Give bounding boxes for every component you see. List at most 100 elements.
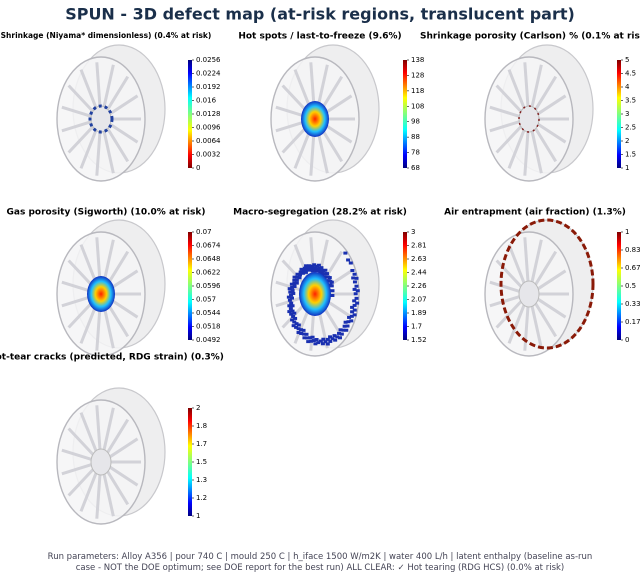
- risk-region: [290, 304, 295, 308]
- colorbar-tick-label: 108: [411, 102, 424, 110]
- colorbar-tick-label: 1: [625, 164, 629, 172]
- wheel-spoke: [523, 62, 530, 110]
- colorbar-tick-label: 128: [411, 71, 424, 79]
- colorbar-tick-label: 1.89: [411, 309, 427, 317]
- colorbar: [403, 232, 407, 340]
- risk-region: [292, 285, 297, 289]
- wheel-spoke: [495, 84, 524, 115]
- wheel-spoke: [67, 466, 96, 497]
- risk-region: [337, 331, 342, 335]
- wheel: [270, 44, 380, 182]
- panel-title: Shrinkage (Niyama* dimensionless) (0.4% …: [1, 31, 212, 40]
- wheel-spoke: [535, 269, 567, 292]
- risk-region: [352, 308, 357, 312]
- colorbar: [188, 60, 192, 168]
- colorbar-tick-label: 1.7: [196, 440, 207, 448]
- risk-region: [353, 292, 358, 296]
- risk-region: [292, 281, 297, 285]
- wheel-spoke: [489, 280, 522, 294]
- risk-region: [290, 285, 295, 289]
- risk-region: [352, 280, 357, 284]
- wheel-spoke: [535, 94, 567, 117]
- colorbar-tick-label: 4: [625, 83, 630, 91]
- risk-region: [328, 283, 333, 287]
- colorbar-tick-label: 98: [411, 118, 420, 126]
- risk-region: [290, 289, 295, 293]
- risk-region: [289, 301, 294, 305]
- risk-region: [299, 331, 304, 335]
- risk-region: [287, 298, 292, 302]
- risk-region: [354, 296, 359, 300]
- wheel-spoke: [107, 121, 139, 144]
- colorbar: [403, 60, 407, 168]
- risk-region: [291, 324, 296, 328]
- risk-region: [349, 319, 354, 323]
- colorbar-tick-label: 0.83: [625, 246, 640, 254]
- colorbar-tick-label: 0.0224: [196, 70, 221, 78]
- risk-region: [290, 318, 295, 322]
- risk-region: [518, 105, 540, 133]
- risk-region: [295, 272, 300, 276]
- risk-region: [293, 316, 298, 320]
- risk-region: [350, 310, 355, 314]
- risk-region: [88, 104, 114, 134]
- wheel-spoke: [107, 437, 139, 460]
- colorbar-tick-label: 0.0622: [196, 269, 221, 277]
- risk-region: [333, 338, 338, 342]
- risk-region: [355, 301, 360, 305]
- risk-region: [301, 101, 329, 137]
- wheel-spoke: [533, 125, 558, 163]
- risk-region: [296, 327, 301, 331]
- risk-region: [294, 281, 299, 285]
- colorbar-tick-label: 0.33: [625, 300, 640, 308]
- colorbar-tick-label: 1.3: [196, 476, 207, 484]
- colorbar-tick-label: 2.07: [411, 296, 427, 304]
- panel-title: Hot spots / last-to-freeze (9.6%): [238, 32, 401, 42]
- risk-region: [87, 276, 115, 312]
- wheel-spoke: [530, 239, 543, 285]
- risk-region: [328, 339, 333, 343]
- risk-region: [311, 267, 316, 271]
- wheel-spoke: [535, 121, 567, 144]
- risk-region: [351, 276, 356, 280]
- risk-region: [294, 322, 299, 326]
- colorbar-tick-label: 0.67: [625, 264, 640, 272]
- risk-region: [297, 273, 302, 277]
- wheel: [56, 387, 166, 525]
- colorbar-tick-label: 1.8: [196, 422, 207, 430]
- wheel-spoke: [489, 294, 522, 308]
- panel-title: Shrinkage porosity (Carlson) % (0.1% at …: [420, 32, 640, 42]
- risk-region: [338, 336, 343, 340]
- risk-region: [289, 293, 294, 297]
- wheel-hub: [90, 105, 112, 133]
- risk-region: [309, 266, 314, 270]
- risk-region: [352, 299, 357, 303]
- risk-region: [292, 278, 297, 282]
- risk-region: [326, 279, 331, 283]
- risk-region: [288, 290, 293, 294]
- risk-region: [325, 337, 330, 341]
- wheel-spoke: [105, 418, 130, 456]
- risk-region: [310, 335, 315, 339]
- risk-region: [341, 328, 346, 332]
- risk-region: [291, 314, 296, 318]
- colorbar-tick-label: 3: [625, 110, 629, 118]
- colorbar-tick-label: 68: [411, 164, 420, 172]
- colorbar-tick-label: 88: [411, 133, 420, 141]
- colorbar-tick-label: 4.5: [625, 70, 636, 78]
- risk-region: [350, 305, 355, 309]
- panel-title: Hot-tear cracks (predicted, RDG strain) …: [0, 353, 224, 363]
- risk-region: [346, 320, 351, 324]
- risk-region: [314, 269, 319, 273]
- risk-region: [332, 334, 337, 338]
- risk-region: [318, 339, 323, 343]
- risk-region: [349, 314, 354, 318]
- colorbar-tick-label: 0.0492: [196, 336, 221, 344]
- risk-region: [291, 291, 296, 295]
- wheel-spoke: [67, 123, 96, 154]
- colorbar-tick-label: 2.44: [411, 269, 427, 277]
- wheel-spoke: [489, 105, 522, 119]
- colorbar-tick-label: 5: [625, 56, 629, 64]
- risk-region: [288, 307, 293, 311]
- colorbar-tick-label: 2: [196, 404, 200, 412]
